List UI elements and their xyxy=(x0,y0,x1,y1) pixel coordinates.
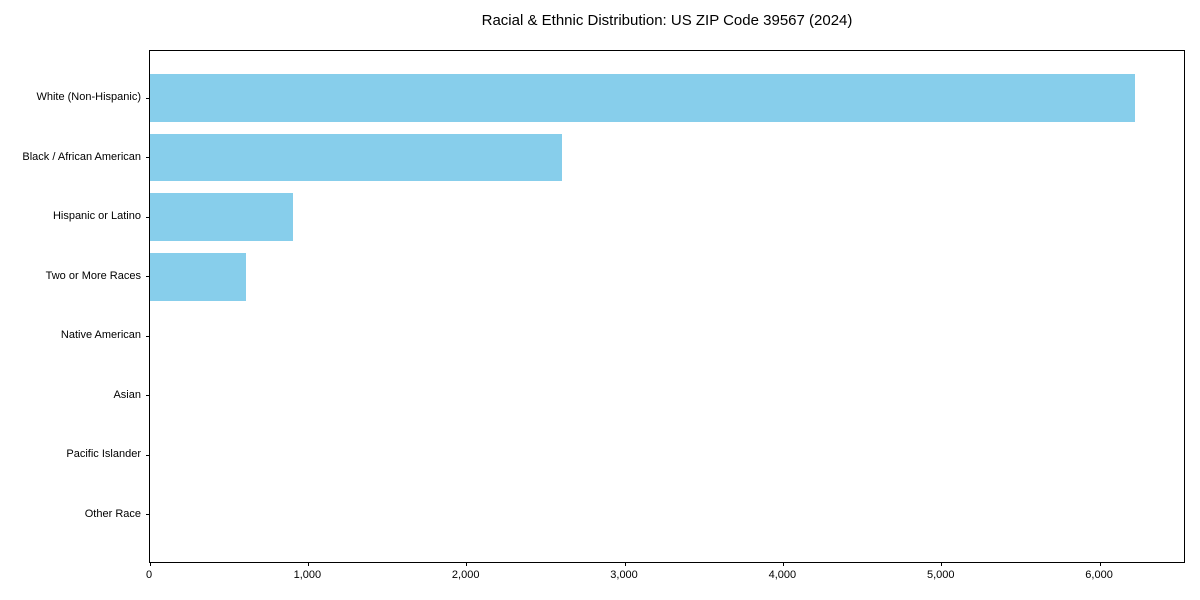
x-tick-label: 2,000 xyxy=(451,569,480,581)
y-tick-mark xyxy=(146,157,150,159)
y-tick-label: Pacific Islander xyxy=(66,448,141,461)
y-tick-label: Native American xyxy=(60,329,141,342)
x-axis: 0 1,000 2,000 3,000 4,000 5,000 6,000 xyxy=(146,563,1185,593)
x-tick-mark xyxy=(307,562,309,566)
x-tick-label: 4,000 xyxy=(768,569,797,581)
y-tick-mark xyxy=(146,395,150,397)
x-tick-mark xyxy=(149,562,151,566)
y-tick-label: White (Non-Hispanic) xyxy=(36,91,141,104)
y-tick-label: Two or More Races xyxy=(45,269,141,282)
x-tick-mark xyxy=(941,562,943,566)
y-tick-mark xyxy=(146,97,150,99)
y-tick-mark xyxy=(146,216,150,218)
y-tick-mark xyxy=(146,514,150,516)
x-tick-mark xyxy=(624,562,626,566)
y-tick-label: Asian xyxy=(113,388,141,401)
y-tick-label: Hispanic or Latino xyxy=(52,210,141,223)
y-tick-mark xyxy=(146,335,150,337)
y-tick-label: Black / African American xyxy=(22,150,141,163)
plot-area xyxy=(146,50,1185,566)
x-tick-label: 5,000 xyxy=(926,569,955,581)
chart-title: Racial & Ethnic Distribution: US ZIP Cod… xyxy=(481,12,853,29)
y-tick-label: Other Race xyxy=(84,507,141,520)
x-tick-mark xyxy=(782,562,784,566)
bar-black-african-american xyxy=(150,133,562,182)
bar-two-or-more-races xyxy=(150,252,246,301)
bar-white-non-hispanic xyxy=(150,74,1135,122)
y-axis: White (Non-Hispanic) Black / African Amer… xyxy=(0,50,141,563)
y-tick-mark xyxy=(146,276,150,278)
y-tick-mark xyxy=(146,454,150,456)
x-tick-label: 1,000 xyxy=(293,569,322,581)
x-tick-label: 6,000 xyxy=(1085,569,1113,581)
x-tick-mark xyxy=(466,562,468,566)
bar-hispanic-or-latino xyxy=(150,193,294,241)
x-tick-label: 3,000 xyxy=(610,569,638,581)
x-tick-label: 0 xyxy=(145,569,153,581)
x-tick-mark xyxy=(1099,562,1101,566)
